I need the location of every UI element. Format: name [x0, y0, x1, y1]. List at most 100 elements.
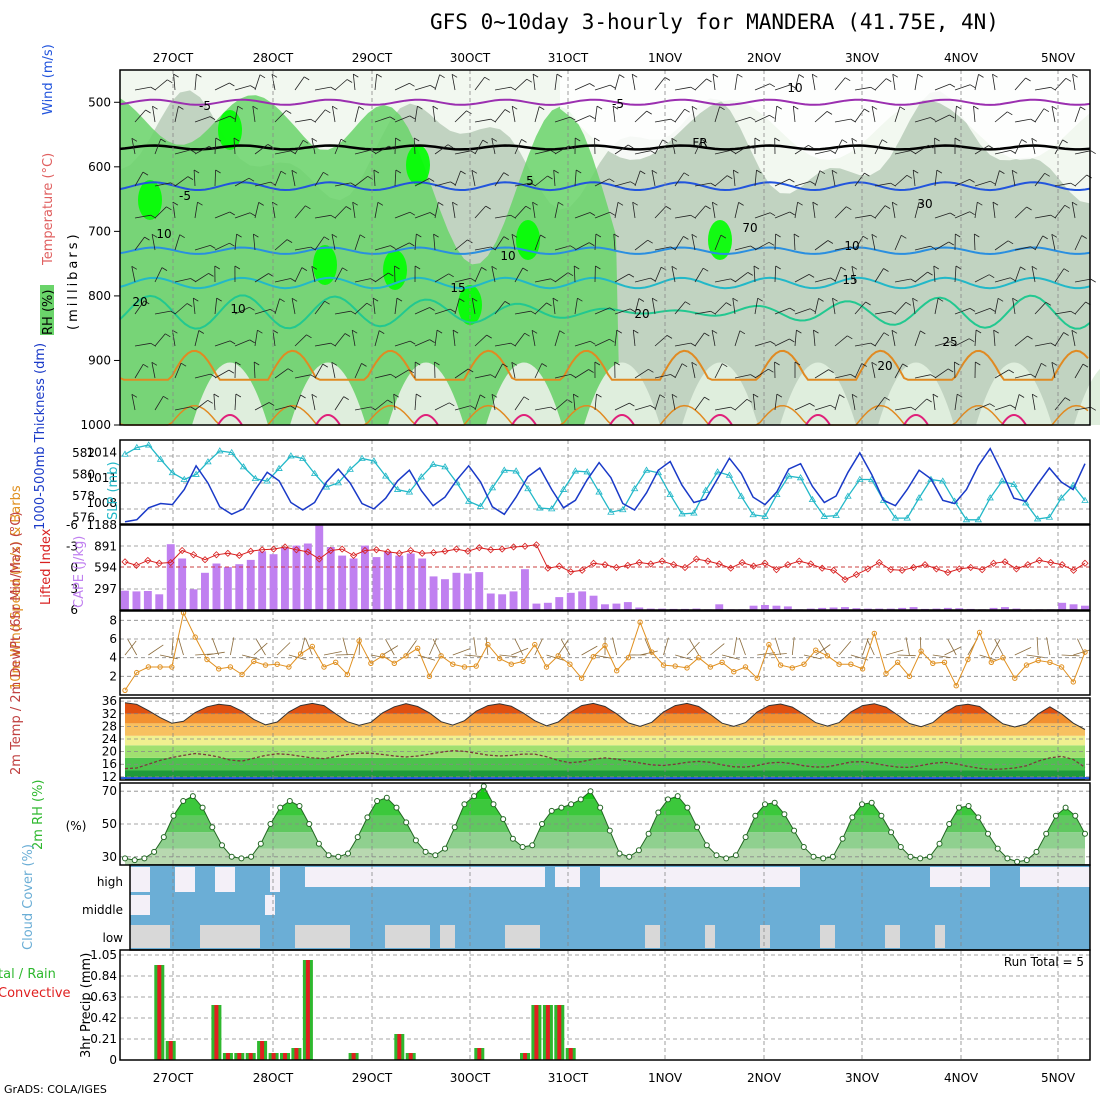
- wind-barb: [534, 175, 548, 187]
- wind-barb-feather: [933, 265, 940, 270]
- wind-barb: [394, 115, 410, 123]
- cape-bar: [281, 547, 289, 610]
- wind-barb: [560, 639, 571, 656]
- low-cloud: [705, 925, 715, 948]
- temperature-contour: [119, 276, 1091, 290]
- li-marker: [852, 571, 860, 579]
- wind-barb: [714, 302, 727, 315]
- wind-barb-feather: [768, 241, 775, 246]
- li-marker: [670, 561, 678, 569]
- wind-barb-feather: [287, 368, 294, 373]
- wind-barb: [252, 106, 256, 123]
- wind-barb: [581, 645, 598, 656]
- slp-thickness-lines: [121, 441, 1089, 523]
- rh-bright-patch: [313, 245, 337, 285]
- precip-convective-bar: [557, 1005, 562, 1060]
- wind-barb: [947, 638, 957, 656]
- slp-marker: [903, 514, 911, 521]
- wind-barb: [514, 78, 528, 91]
- wind-barb-feather: [370, 278, 376, 282]
- wind-barb-feather: [249, 306, 255, 311]
- wind-barb-feather: [629, 402, 635, 407]
- wind-barb-feather: [812, 201, 819, 206]
- wind-marker: [602, 642, 608, 649]
- wind-barb-feather: [271, 73, 278, 78]
- wind-barb-feather: [789, 211, 796, 216]
- wind-barb: [314, 214, 331, 219]
- wind-barb-feather: [1007, 111, 1013, 116]
- wind-barb-feather: [504, 301, 511, 305]
- wind-barb-feather: [438, 202, 444, 206]
- wind-barb-feather: [1020, 266, 1026, 271]
- cape-bar: [555, 597, 564, 610]
- wind-barb: [914, 271, 928, 283]
- slp-marker: [891, 514, 900, 521]
- rh-band: [125, 832, 1085, 849]
- wind-barb: [1077, 638, 1086, 656]
- precip-tick-label: 0.84: [90, 969, 117, 983]
- wind-barb: [818, 639, 828, 656]
- wind-barb-feather: [173, 73, 179, 78]
- wind-barb: [1014, 266, 1021, 283]
- wind-barb: [1051, 234, 1056, 251]
- wind-barb: [474, 205, 486, 219]
- wind-barb-feather: [851, 137, 858, 142]
- li-marker: [167, 558, 175, 567]
- wind-barb: [394, 265, 396, 283]
- wind-barb: [574, 83, 590, 91]
- wind-barb-feather: [739, 330, 746, 335]
- wind-barb-feather: [523, 396, 530, 401]
- wind-barb: [171, 637, 174, 656]
- temp-line: [124, 702, 1086, 730]
- wind-barb-feather: [482, 139, 489, 144]
- rh-tick-label: 70: [102, 784, 117, 798]
- wind-barb-feather: [596, 105, 603, 110]
- wind-barb-feather: [706, 78, 712, 83]
- precip-convective-bar: [214, 1005, 219, 1060]
- wind-marker: [684, 665, 690, 671]
- rh2m-axis-label: 2m RH (%): [31, 779, 46, 850]
- wind-barb-feather: [954, 137, 961, 142]
- li-marker: [487, 546, 495, 554]
- wind-marker: [941, 659, 948, 665]
- li-marker: [212, 551, 220, 559]
- wind-barb-feather: [190, 406, 196, 411]
- wind-barb: [474, 139, 484, 155]
- wind-barb-feather: [393, 393, 399, 398]
- rh-marker: [403, 819, 410, 826]
- wind-barb: [134, 236, 145, 251]
- wind-barb-feather: [1072, 73, 1078, 78]
- wind-barb-feather: [632, 201, 638, 206]
- wind-barb: [934, 241, 950, 251]
- wind-barb-feather: [664, 77, 671, 81]
- wind-barb-feather: [794, 361, 801, 366]
- wind-barb-feather: [617, 201, 624, 206]
- wind-barb: [811, 74, 816, 91]
- wind-barb: [694, 332, 705, 347]
- precip-bars: [154, 960, 576, 1060]
- wind-barb-feather: [809, 403, 815, 407]
- rh-marker: [238, 855, 245, 862]
- wind-barb: [1074, 363, 1084, 379]
- wind-barb-feather: [809, 308, 816, 313]
- wind-barb: [531, 330, 536, 347]
- wind-barb: [174, 303, 188, 315]
- wind-barb-feather: [862, 235, 869, 240]
- wind-barb: [894, 363, 903, 379]
- wind-axis-label: Wind (m/s): [41, 44, 56, 115]
- wind-barb: [654, 394, 661, 411]
- wind-barb-feather: [851, 265, 858, 270]
- bottom-date-label: 29OCT: [352, 1071, 393, 1085]
- rh-marker: [374, 798, 381, 804]
- wind-barb: [474, 334, 487, 347]
- wind-barb: [234, 85, 251, 91]
- wind-barb: [1034, 86, 1051, 91]
- cape-bar: [361, 545, 369, 610]
- temperature-contour: [413, 414, 439, 426]
- cape-bar: [749, 605, 758, 610]
- slp-marker: [678, 510, 686, 517]
- temp2m-axis-label: 2m Temp / 2m DewPt (6hr Min/Max) (°C): [9, 512, 24, 775]
- cape-bar: [223, 567, 232, 610]
- wind-barb-feather: [340, 138, 347, 143]
- cape-bar: [841, 607, 849, 610]
